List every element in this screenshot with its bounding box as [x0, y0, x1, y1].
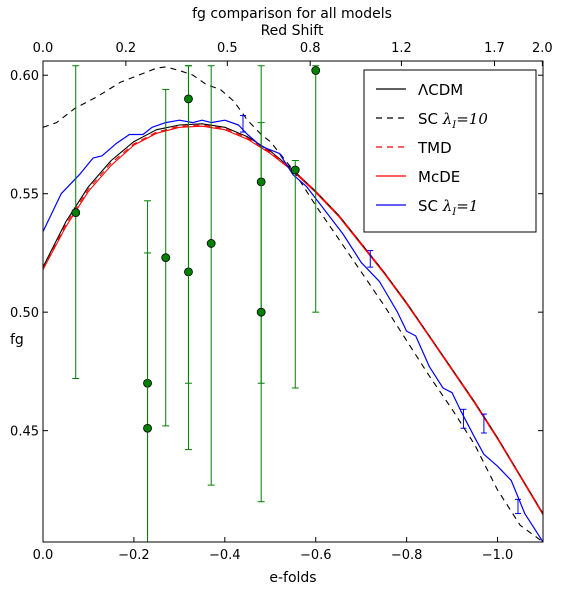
y-axis-label: fg [10, 332, 24, 348]
top-tick-label: 0.5 [217, 41, 238, 56]
top-tick-label: 0.0 [33, 41, 54, 56]
x-axis-label: e-folds [269, 570, 316, 586]
x-tick-label: 0.0 [33, 548, 54, 563]
y-tick-label: 0.55 [10, 188, 39, 203]
legend-label: McDE [418, 168, 460, 186]
plot-frame [42, 60, 544, 543]
y-tick-label: 0.60 [10, 69, 39, 84]
chart-title: fg comparison for all models [192, 6, 392, 22]
observation-point [290, 160, 300, 389]
legend-label: ΛCDM [418, 81, 463, 99]
top-tick-label: 2.0 [532, 41, 553, 56]
y-tick-label: 0.45 [10, 425, 39, 440]
legend: ΛCDM SC λI=10 TMD McDE SC λI=1 [363, 69, 537, 233]
x-tick-label: −1.0 [482, 548, 514, 563]
legend-label: SC λI=1 [418, 197, 478, 218]
x-tick-label: −0.8 [391, 548, 423, 563]
top-tick-label: 1.7 [484, 41, 505, 56]
x-tick-label: −0.4 [209, 548, 241, 563]
observation-point [206, 65, 216, 486]
legend-entry: TMD [376, 139, 452, 157]
curve-errorbar [480, 413, 487, 434]
curve-errorbar [240, 114, 246, 133]
observation-point [143, 200, 152, 542]
legend-entry: SC λI=1 [376, 197, 478, 218]
curve-errorbar [515, 498, 521, 515]
observation-point [311, 65, 321, 313]
curve-errorbar [460, 408, 467, 429]
top-tick-label: 1.2 [391, 41, 412, 56]
legend-entry: SC λI=10 [376, 110, 488, 131]
x-tick-label: −0.6 [300, 548, 332, 563]
top-tick-label: 0.8 [300, 41, 321, 56]
observation-point [161, 88, 171, 427]
series-line-4 [43, 119, 543, 542]
curve-errorbar [367, 250, 374, 268]
series-line-1 [43, 66, 543, 542]
legend-entry: McDE [376, 168, 460, 186]
observation-point [71, 65, 81, 380]
top-tick-label: 0.2 [116, 41, 137, 56]
legend-label: TMD [417, 139, 452, 157]
top-axis-label: Red Shift [261, 23, 324, 39]
legend-entry: ΛCDM [376, 81, 463, 99]
legend-label: SC λI=10 [418, 110, 488, 131]
observation-point [184, 65, 193, 384]
x-tick-label: −0.2 [118, 548, 150, 563]
observation-point [256, 65, 266, 503]
y-tick-label: 0.50 [10, 306, 39, 321]
